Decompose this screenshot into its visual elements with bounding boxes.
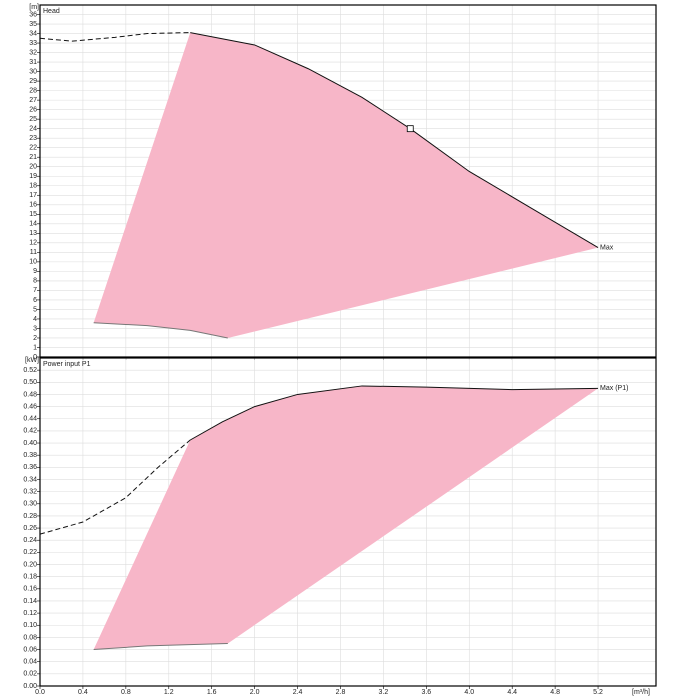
panel-frame <box>39 357 657 687</box>
y-tick-label: 0.12 <box>23 610 37 617</box>
y-tick-label: 29 <box>29 78 37 85</box>
x-tick-label: 2.4 <box>293 689 303 696</box>
x-tick-label: 4.8 <box>550 689 560 696</box>
y-tick-label: 32 <box>29 49 37 56</box>
x-tick-label: 2.8 <box>336 689 346 696</box>
y-tick-label: 0.42 <box>23 428 37 435</box>
y-tick-label: 0.10 <box>23 622 37 629</box>
y-tick-label: 0.34 <box>23 476 37 483</box>
y-tick-label: 31 <box>29 59 37 66</box>
y-tick-label: 14 <box>29 221 37 228</box>
y-tick-label: 0.48 <box>23 391 37 398</box>
y-tick-label: 0.38 <box>23 452 37 459</box>
y-tick-label: 30 <box>29 68 37 75</box>
y-tick-label: 22 <box>29 145 37 152</box>
y-unit: [m] <box>29 4 39 11</box>
y-tick-label: 0.50 <box>23 379 37 386</box>
y-tick-label: 0.16 <box>23 586 37 593</box>
y-tick-label: 12 <box>29 240 37 247</box>
x-tick-label: 0.0 <box>35 689 45 696</box>
y-tick-label: 0.06 <box>23 646 37 653</box>
y-tick-label: 33 <box>29 40 37 47</box>
y-tick-label: 7 <box>33 287 37 294</box>
panel-frame <box>39 4 657 358</box>
y-tick-label: 19 <box>29 173 37 180</box>
y-tick-label: 0.18 <box>23 574 37 581</box>
y-tick-label: 17 <box>29 192 37 199</box>
y-tick-label: 0.24 <box>23 537 37 544</box>
x-unit: [m³/h] <box>632 689 650 696</box>
curve <box>39 439 191 535</box>
y-tick-label: 5 <box>33 306 37 313</box>
y-tick-label: 21 <box>29 154 37 161</box>
y-tick-label: 0.32 <box>23 488 37 495</box>
panel-title: Power input P1 <box>43 361 91 368</box>
y-tick-label: 9 <box>33 268 37 275</box>
x-tick-label: 0.8 <box>121 689 131 696</box>
y-tick-label: 11 <box>30 249 37 256</box>
panel-title: Head <box>43 8 60 15</box>
x-tick-label: 1.2 <box>164 689 174 696</box>
y-tick-label: 0 <box>33 354 37 361</box>
operating-area <box>93 385 599 650</box>
curve <box>189 385 599 441</box>
y-tick-label: 0.36 <box>23 464 37 471</box>
y-tick-label: 13 <box>29 230 37 237</box>
y-tick-label: 0.28 <box>23 513 37 520</box>
y-tick-label: 0.00 <box>23 683 37 690</box>
y-tick-label: 23 <box>29 135 37 142</box>
duty-point <box>406 125 414 133</box>
curve <box>39 32 191 42</box>
curve <box>93 322 228 339</box>
y-tick-label: 0.20 <box>23 561 37 568</box>
y-tick-label: 28 <box>29 87 37 94</box>
x-tick-label: 4.4 <box>507 689 517 696</box>
x-tick-label: 5.2 <box>593 689 603 696</box>
y-tick-label: 0.40 <box>23 440 37 447</box>
y-tick-label: 25 <box>29 116 37 123</box>
y-tick-label: 1 <box>33 344 37 351</box>
y-tick-label: 0.04 <box>23 659 37 666</box>
y-tick-label: 0.30 <box>23 501 37 508</box>
y-tick-label: 18 <box>29 183 37 190</box>
y-tick-label: 4 <box>33 316 37 323</box>
y-tick-label: 15 <box>29 211 37 218</box>
curve-label: Max (P1) <box>600 385 628 392</box>
x-tick-label: 0.4 <box>78 689 88 696</box>
y-tick-label: 2 <box>33 335 37 342</box>
y-tick-label: 20 <box>29 164 37 171</box>
y-tick-label: 27 <box>29 97 37 104</box>
x-tick-label: 4.0 <box>464 689 474 696</box>
curve <box>190 32 599 249</box>
y-tick-label: 24 <box>29 126 37 133</box>
y-tick-label: 3 <box>33 325 37 332</box>
y-tick-label: 0.22 <box>23 549 37 556</box>
operating-area <box>93 32 599 338</box>
x-tick-label: 3.6 <box>421 689 431 696</box>
y-tick-label: 0.44 <box>23 416 37 423</box>
y-tick-label: 0.14 <box>23 598 37 605</box>
y-tick-label: 36 <box>29 11 37 18</box>
y-tick-label: 8 <box>33 278 37 285</box>
y-tick-label: 16 <box>29 202 37 209</box>
y-tick-label: 6 <box>33 297 37 304</box>
y-tick-label: 34 <box>29 30 37 37</box>
x-tick-label: 3.2 <box>379 689 389 696</box>
y-tick-label: 0.52 <box>23 367 37 374</box>
curve-label: Max <box>600 244 614 251</box>
y-tick-label: 10 <box>29 259 37 266</box>
y-unit: [kW] <box>25 357 39 364</box>
x-tick-label: 2.0 <box>250 689 260 696</box>
curve <box>93 642 228 651</box>
x-tick-label: 1.6 <box>207 689 217 696</box>
y-tick-label: 26 <box>29 106 37 113</box>
y-tick-label: 0.46 <box>23 403 37 410</box>
y-tick-label: 0.08 <box>23 634 37 641</box>
y-tick-label: 0.02 <box>23 671 37 678</box>
y-tick-label: 0.26 <box>23 525 37 532</box>
y-tick-label: 35 <box>29 21 37 28</box>
